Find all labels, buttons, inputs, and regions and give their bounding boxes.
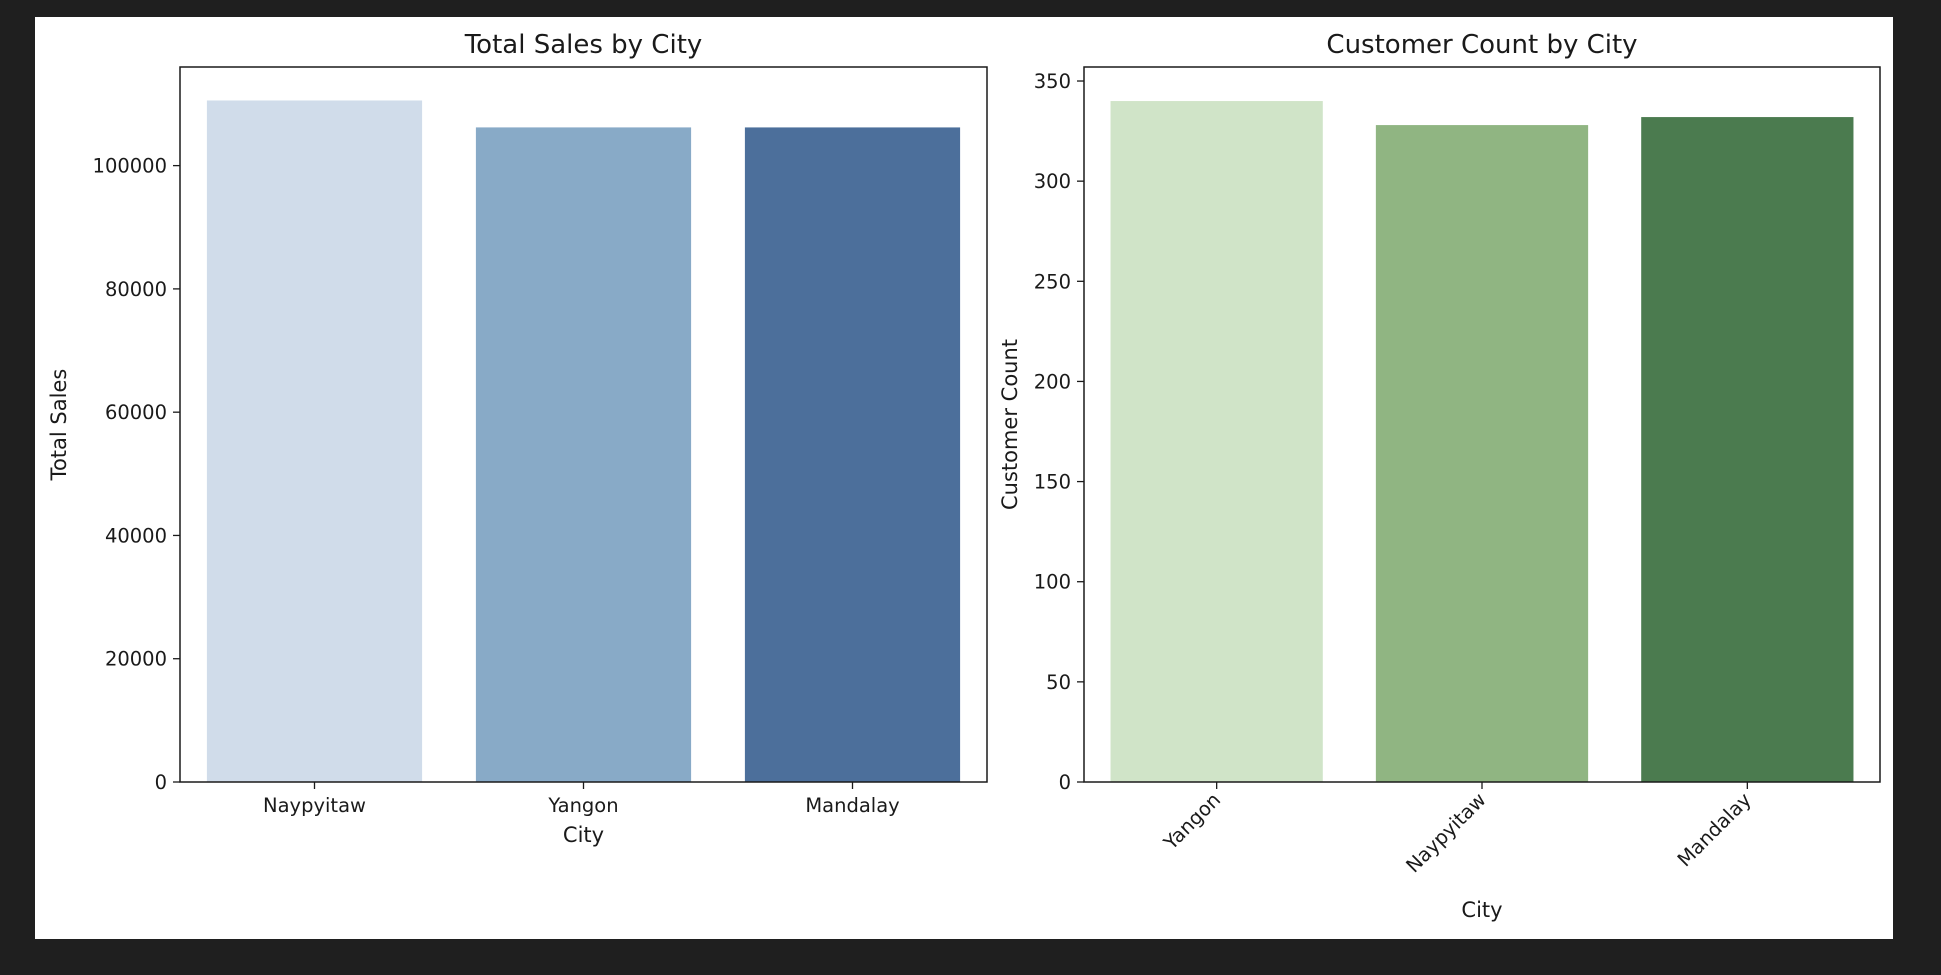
- y-tick-label: 0: [1059, 771, 1071, 794]
- bar-naypyitaw: [206, 100, 423, 782]
- x-tick-label: Yangon: [547, 794, 618, 817]
- y-tick-label: 40000: [105, 524, 167, 547]
- y-tick-label: 350: [1034, 70, 1071, 93]
- y-tick-label: 50: [1046, 671, 1071, 694]
- y-tick-label: 100: [1034, 571, 1071, 594]
- x-tick-label: Naypyitaw: [263, 794, 366, 817]
- bar-mandalay: [744, 127, 961, 782]
- chart-title: Customer Count by City: [1326, 30, 1637, 60]
- y-tick-label: 100000: [93, 155, 167, 178]
- y-tick-label: 0: [155, 771, 167, 794]
- x-axis-label: City: [563, 823, 604, 847]
- bar-yangon: [1110, 101, 1323, 783]
- x-tick-label: Yangon: [1159, 788, 1226, 855]
- y-tick-label: 300: [1034, 170, 1071, 193]
- x-tick-label: Mandalay: [805, 794, 899, 817]
- chart-canvas: 0 20000 40000 60000 80000 100000 Naypyitaw Yang…: [47, 30, 1881, 922]
- x-tick-label: Mandalay: [1673, 788, 1756, 871]
- bar-naypyitaw: [1375, 125, 1589, 782]
- y-axis-label: Customer Count: [998, 339, 1022, 510]
- figure: 0 20000 40000 60000 80000 100000 Naypyitaw Yang…: [35, 17, 1893, 939]
- y-tick-label: 80000: [105, 278, 167, 301]
- chart-panel-1: 0 20000 40000 60000 80000 100000 Naypyitaw Yang…: [47, 30, 988, 847]
- y-tick-label: 150: [1034, 471, 1071, 494]
- y-tick-label: 250: [1034, 270, 1071, 293]
- y-tick-label: 20000: [105, 648, 167, 671]
- bar-mandalay: [1641, 117, 1854, 783]
- x-tick-label: Naypyitaw: [1401, 788, 1490, 877]
- chart-title: Total Sales by City: [464, 30, 703, 60]
- y-axis-label: Total Sales: [47, 369, 71, 482]
- x-axis-label: City: [1461, 898, 1502, 922]
- y-tick-label: 200: [1034, 370, 1071, 393]
- y-tick-label: 60000: [105, 401, 167, 424]
- bar-yangon: [475, 127, 692, 782]
- chart-panel-2: 0 50 100 150 200 250 300 350 Yangon Naypyitaw Mand…: [998, 30, 1881, 922]
